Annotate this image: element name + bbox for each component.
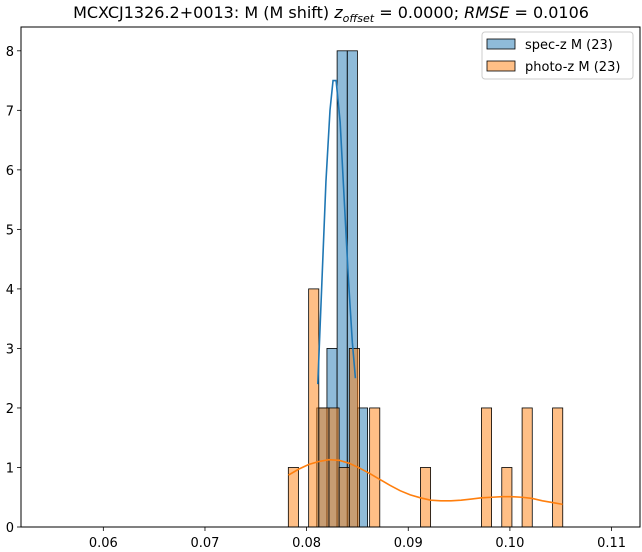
y-tick-label: 6: [6, 164, 14, 179]
y-tick-label: 3: [6, 342, 14, 357]
x-tick-label: 0.08: [292, 536, 321, 551]
legend-box: [481, 31, 634, 80]
y-tick-label: 8: [6, 45, 14, 60]
legend: spec-z M (23) photo-z M (23): [481, 31, 634, 80]
x-tick-label: 0.07: [190, 536, 219, 551]
photo-z-bar: [420, 467, 432, 528]
photo-z-bar: [521, 407, 533, 528]
legend-label-photo: photo-z M (23): [525, 60, 620, 75]
legend-label-spec: spec-z M (23): [525, 38, 613, 53]
photo-z-bar: [328, 407, 340, 528]
spec-z-kde-line: [316, 79, 357, 385]
plot-area: [287, 50, 564, 528]
x-tick-label: 0.06: [89, 536, 118, 551]
y-tick-label: 1: [6, 461, 14, 476]
x-tick-label: 0.09: [394, 536, 423, 551]
y-tick-label: 5: [6, 223, 14, 238]
photo-z-bar: [481, 407, 493, 528]
legend-swatch-spec: [486, 38, 516, 50]
chart-title: MCXCJ1326.2+0013: M (M shift) zoffset = …: [73, 3, 589, 25]
y-tick-label: 0: [6, 521, 14, 536]
photo-z-bar: [287, 467, 299, 528]
photo-z-kde-line: [287, 458, 563, 506]
plot-frame: [20, 26, 641, 528]
y-tick-label: 4: [6, 283, 14, 298]
photo-z-bar: [308, 288, 320, 528]
y-tick-label: 7: [6, 104, 14, 119]
photo-z-bar: [338, 467, 350, 528]
photo-z-bar: [552, 407, 564, 528]
photo-z-bar: [318, 407, 330, 528]
x-tick-label: 0.11: [597, 536, 626, 551]
y-tick-label: 2: [6, 402, 14, 417]
photo-z-bar: [369, 407, 381, 528]
legend-swatch-photo: [486, 60, 516, 72]
series-photo-z-bars: [287, 288, 564, 528]
y-axis: 0 1 2 3 4 5 6 7 8: [6, 45, 21, 536]
x-tick-label: 0.10: [495, 536, 524, 551]
x-axis: 0.06 0.07 0.08 0.09 0.10 0.11: [89, 527, 626, 551]
